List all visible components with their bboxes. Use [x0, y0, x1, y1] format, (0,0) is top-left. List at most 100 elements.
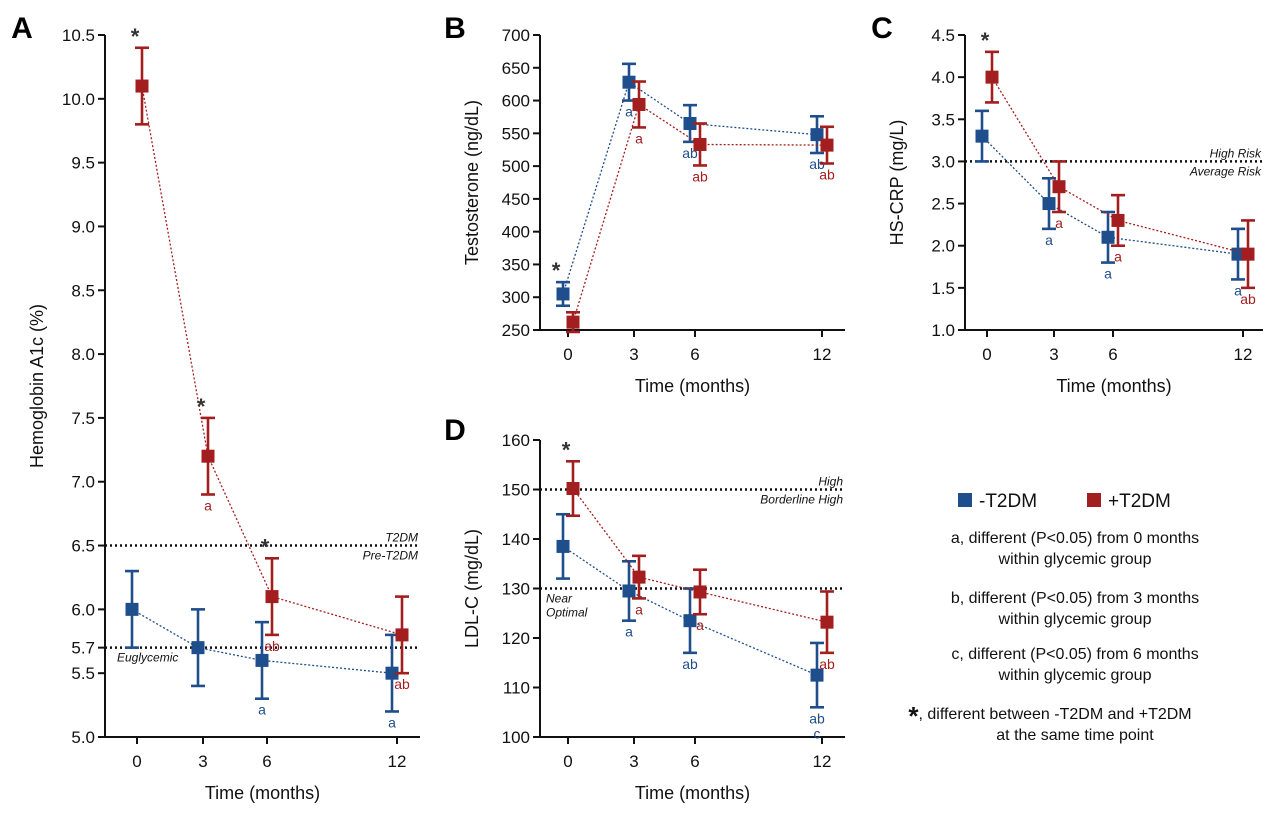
significance-label: a: [625, 104, 633, 120]
y-tick-label: 450: [502, 190, 530, 209]
significance-label: a: [635, 601, 643, 617]
significance-star: *: [552, 258, 561, 283]
data-point: [632, 570, 646, 584]
x-axis-title: Time (months): [1056, 376, 1171, 396]
reference-label-above: High Risk: [1210, 146, 1262, 160]
x-tick-label: 0: [132, 752, 141, 771]
y-tick-label: 2.0: [931, 237, 955, 256]
data-point: [1052, 180, 1066, 194]
significance-label: ab: [819, 166, 835, 182]
chart-panel-d: D 100 110 120 130 140 150 160 0 3 6 12 Time (months)…: [444, 414, 845, 803]
data-point: [1042, 197, 1056, 211]
reference-label-word: Near: [546, 592, 573, 606]
data-point: [566, 315, 580, 329]
data-point: [820, 615, 834, 629]
y-tick-label: 6.5: [71, 537, 95, 556]
legend-swatch: [958, 493, 972, 507]
y-tick-label: 1.0: [931, 321, 955, 340]
data-point: [693, 585, 707, 599]
y-tick-label: 5.7: [71, 639, 95, 658]
significance-label: ab: [394, 676, 410, 692]
y-tick-label: 7.0: [71, 473, 95, 492]
significance-label-line: c: [814, 725, 821, 741]
y-tick-label: 6.0: [71, 600, 95, 619]
series-line: [131, 608, 393, 674]
x-axis-title: Time (months): [205, 783, 320, 803]
legend-series-label: +T2DM: [1108, 491, 1171, 512]
y-tick-label: 2.5: [931, 195, 955, 214]
y-tick-label: 300: [502, 288, 530, 307]
y-tick-label: 350: [502, 255, 530, 274]
series-line: [572, 103, 828, 323]
y-tick-label: 7.5: [71, 409, 95, 428]
legend-note-text: , different between -T2DM and +T2DM: [918, 706, 1191, 723]
x-tick-label: 0: [982, 345, 991, 364]
significance-label: ab: [692, 168, 708, 184]
y-tick-label: 4.0: [931, 68, 955, 87]
y-tick-label: 500: [502, 157, 530, 176]
y-tick-label: 250: [502, 321, 530, 340]
data-point: [566, 482, 580, 496]
legend-note-line: a, different (P<0.05) from 0 months: [951, 530, 1199, 547]
panel-letter: B: [444, 12, 466, 45]
significance-label: ab: [1240, 291, 1256, 307]
panel-letter: D: [444, 414, 466, 447]
reference-label-below: Pre-T2DM: [363, 549, 418, 563]
y-tick-label: 10.5: [62, 26, 95, 45]
significance-label: a: [1045, 232, 1053, 248]
y-axis-title: Testosterone (ng/dL): [462, 100, 482, 265]
significance-label: a: [625, 624, 633, 640]
chart-panel-b: B 250 300 350 400 450 500 550 600 650 700 0 3 6 12 Time…: [444, 12, 845, 396]
data-point: [201, 449, 215, 463]
series-pos-t2dm: * a a ab: [981, 28, 1256, 307]
x-tick-label: 3: [198, 752, 207, 771]
chart-panel-c: C 1.0 1.5 2.0 2.5 3.0 3.5 4.0 4.5 0 3 6 12 Time (mont…: [871, 12, 1263, 396]
legend-note-line: *, different between -T2DM and +T2DM: [908, 701, 1191, 731]
significance-label: a: [635, 130, 643, 146]
significance-label: a: [388, 714, 396, 730]
data-point: [1111, 213, 1125, 227]
series-pos-t2dm: a ab ab: [566, 80, 835, 334]
significance-label: ab: [264, 638, 280, 654]
x-tick-label: 12: [388, 752, 407, 771]
series-line: [141, 85, 403, 636]
significance-star: *: [131, 24, 140, 49]
chart-panels: A 5.0 5.5 5.7 6.0 6.5 7.0 7.5 8.0 8.5 9.0 9.5 10.0 10…: [11, 12, 1263, 803]
y-tick-label: 9.5: [71, 154, 95, 173]
y-tick-label: 130: [502, 580, 530, 599]
data-point: [1241, 247, 1255, 261]
data-point: [395, 628, 409, 642]
data-point: [683, 117, 697, 130]
x-axis-title: Time (months): [635, 376, 750, 396]
legend: -T2DM +T2DM a, different (P<0.05) from 0 m…: [908, 491, 1199, 744]
legend-series-label: -T2DM: [979, 491, 1037, 512]
data-point: [693, 137, 707, 151]
y-tick-label: 100: [502, 728, 530, 747]
data-point: [255, 653, 269, 667]
significance-star: *: [562, 437, 571, 462]
significance-label: a: [1104, 266, 1112, 282]
y-axis-title: Hemoglobin A1c (%): [27, 304, 47, 468]
y-tick-label: 3.5: [931, 110, 955, 129]
y-tick-label: 160: [502, 431, 530, 450]
y-tick-label: 10.0: [62, 90, 95, 109]
x-tick-label: 3: [1049, 345, 1058, 364]
significance-label: ab: [819, 656, 835, 672]
y-tick-label: 400: [502, 223, 530, 242]
significance-label: ab: [682, 656, 698, 672]
significance-star: *: [981, 28, 990, 53]
x-tick-label: 12: [813, 752, 832, 771]
reference-label-below: Average Risk: [1189, 164, 1262, 178]
data-point: [632, 97, 646, 111]
data-point: [125, 602, 139, 616]
x-tick-label: 6: [690, 752, 699, 771]
data-point: [556, 287, 570, 301]
series-line: [572, 488, 828, 623]
y-tick-label: 150: [502, 481, 530, 500]
significance-label: a: [258, 702, 266, 718]
x-tick-label: 6: [262, 752, 271, 771]
y-tick-label: 5.0: [71, 728, 95, 747]
data-point: [810, 128, 824, 142]
data-point: [975, 129, 989, 143]
